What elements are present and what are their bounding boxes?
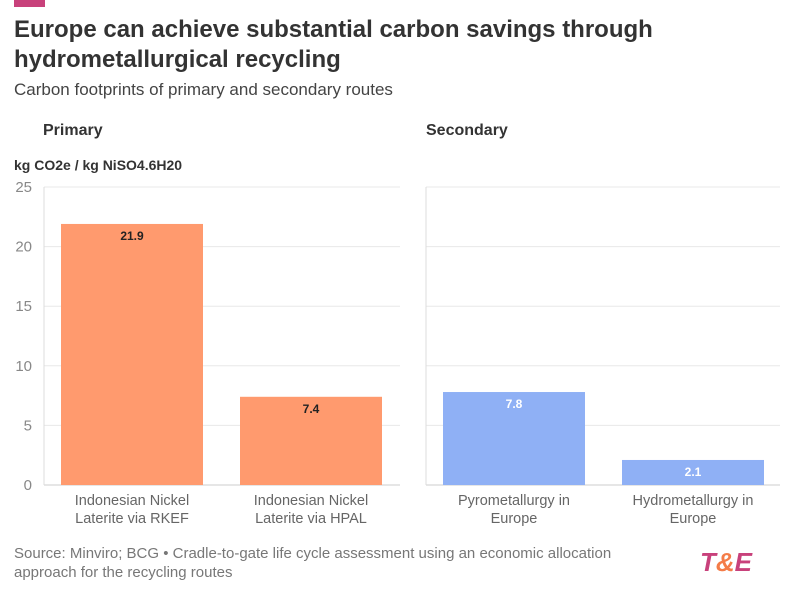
logo-t: T: [700, 547, 716, 577]
y-tick-label: 25: [15, 179, 32, 196]
bar-chart: kg CO2e / kg NiSO4.6H20 0 5 10 15 20 25 Primary…: [14, 122, 780, 527]
category-label: Pyrometallurgy in: [458, 493, 570, 509]
category-label: Hydrometallurgy in: [633, 493, 754, 509]
data-label: 7.4: [303, 402, 320, 416]
category-label: Indonesian Nickel: [75, 493, 189, 509]
category-label: Europe: [491, 511, 538, 527]
logo-amp: &: [715, 547, 735, 577]
y-tick-label: 0: [24, 477, 32, 494]
category-label: Laterite via RKEF: [75, 511, 189, 527]
y-tick-label: 10: [15, 358, 32, 375]
chart-title: Europe can achieve substantial carbon sa…: [14, 16, 653, 73]
chart-subtitle: Carbon footprints of primary and seconda…: [14, 80, 393, 99]
category-label: Indonesian Nickel: [254, 493, 368, 509]
y-tick-label: 15: [15, 298, 32, 315]
data-label: 2.1: [685, 465, 702, 479]
source-note: Source: Minviro; BCG • Cradle-to-gate li…: [14, 545, 612, 581]
category-label: Europe: [670, 511, 717, 527]
data-label: 7.8: [506, 397, 523, 411]
bar: [622, 459, 764, 485]
te-logo: T&E: [700, 547, 752, 578]
y-axis-label: kg CO2e / kg NiSO4.6H20: [14, 157, 182, 173]
y-tick-label: 5: [24, 417, 32, 434]
category-label: Laterite via HPAL: [255, 511, 367, 527]
bar: [240, 396, 382, 485]
y-tick-label: 20: [15, 239, 32, 256]
bar: [443, 392, 585, 485]
panel-title: Primary: [43, 122, 103, 139]
data-label: 21.9: [120, 229, 144, 243]
accent-bar: [14, 0, 45, 7]
bar: [61, 223, 203, 485]
logo-e: E: [734, 547, 753, 577]
panel-title: Secondary: [426, 122, 508, 139]
